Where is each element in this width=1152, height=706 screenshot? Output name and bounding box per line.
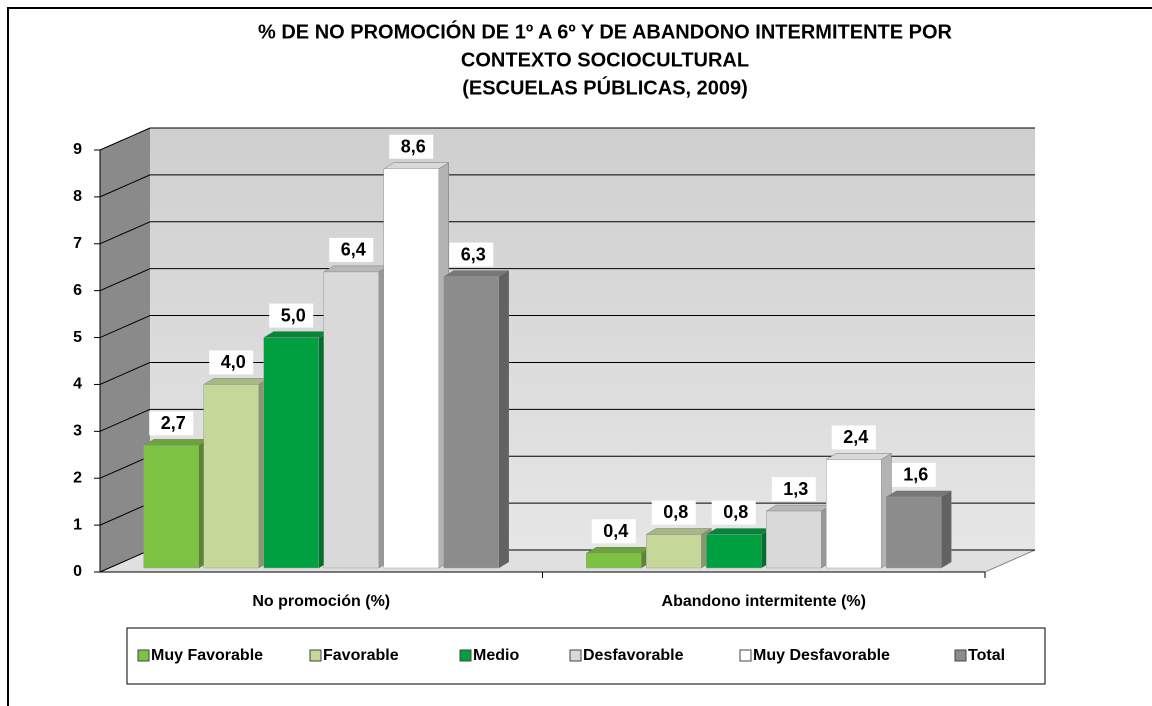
bar [323, 271, 379, 569]
grid-line [99, 455, 151, 479]
value-label: 0,4 [603, 521, 628, 541]
value-label: 6,3 [461, 244, 486, 264]
value-label-box [389, 134, 434, 159]
value-label-box [591, 519, 636, 544]
legend-marker [459, 649, 472, 662]
grid-line [99, 502, 151, 526]
chart-title: (ESCUELAS PÚBLICAS, 2009) [462, 75, 748, 99]
legend-marker [569, 649, 582, 662]
value-label: 6,4 [341, 240, 366, 260]
bar-top [142, 439, 210, 446]
grid-line [99, 127, 151, 151]
legend-label: Muy Desfavorable [753, 647, 890, 664]
value-label: 0,8 [663, 502, 688, 522]
y-tick-label: 3 [73, 423, 82, 440]
bar [263, 337, 319, 569]
chart-title: CONTEXTO SOCIOCULTURAL [461, 49, 749, 71]
value-label-box [771, 477, 816, 502]
bar-top [202, 378, 270, 385]
value-label: 0,8 [723, 502, 748, 522]
bar-top [705, 528, 773, 535]
value-label: 2,4 [843, 427, 868, 447]
grid-line [99, 549, 151, 573]
bar [383, 168, 439, 569]
value-label-box [149, 411, 194, 436]
value-label-box [831, 425, 876, 450]
legend-label: Desfavorable [583, 647, 684, 664]
bar-top [585, 546, 653, 554]
y-tick-label: 9 [73, 141, 82, 158]
y-tick-label: 8 [73, 188, 82, 205]
y-tick-label: 5 [73, 329, 82, 346]
value-label-box [891, 462, 936, 487]
y-tick-label: 4 [73, 376, 82, 393]
bar [203, 384, 259, 569]
value-label-box [269, 303, 314, 328]
bar [766, 510, 822, 569]
value-label: 8,6 [401, 137, 426, 157]
grid-line [99, 361, 151, 385]
legend-label: Muy Favorable [151, 647, 263, 664]
grid-line [99, 268, 151, 292]
chart-title: % DE NO PROMOCIÓN DE 1º A 6º Y DE ABANDO… [258, 19, 953, 43]
bar [826, 459, 882, 569]
value-label: 1,6 [903, 465, 928, 485]
bar-top [382, 162, 450, 170]
bar [646, 534, 702, 569]
legend-marker [137, 649, 150, 662]
grid-line [99, 408, 151, 432]
bar-top [825, 453, 893, 460]
legend-label: Medio [473, 647, 519, 664]
bar [706, 534, 762, 569]
legend [126, 627, 1046, 685]
bar-top [262, 331, 330, 338]
x-tick-label: No promoción (%) [252, 593, 390, 610]
y-tick-label: 2 [73, 469, 82, 486]
value-label-box [651, 500, 696, 525]
y-tick-label: 1 [73, 516, 82, 533]
bar [886, 496, 942, 569]
grid-line [99, 315, 151, 339]
bar [143, 445, 199, 569]
bar-top [765, 504, 833, 512]
bar [443, 276, 499, 569]
y-tick-label: 7 [73, 235, 82, 252]
bar-top [322, 265, 390, 273]
side-wall [100, 128, 150, 572]
bar-top [645, 528, 713, 535]
value-label: 5,0 [281, 305, 306, 325]
bar-side [941, 490, 952, 569]
y-tick-label: 0 [73, 563, 82, 580]
value-label: 1,3 [783, 479, 808, 499]
bar-top [442, 270, 510, 277]
value-label-box [329, 237, 374, 262]
bar-side [498, 270, 509, 569]
grid-line [99, 174, 151, 198]
bar-top [885, 490, 953, 498]
bar [586, 552, 642, 569]
value-label-box [209, 350, 254, 375]
legend-marker [739, 649, 752, 662]
legend-marker [309, 649, 322, 662]
legend-label: Favorable [323, 647, 399, 664]
value-label: 2,7 [161, 413, 186, 433]
x-tick-label: Abandono intermitente (%) [662, 593, 866, 610]
value-label: 4,0 [221, 352, 246, 372]
legend-marker [954, 649, 967, 662]
legend-label: Total [968, 647, 1005, 664]
value-label-box [449, 242, 494, 267]
grid-line [99, 221, 151, 245]
y-tick-label: 6 [73, 282, 82, 299]
value-label-box [711, 500, 756, 525]
